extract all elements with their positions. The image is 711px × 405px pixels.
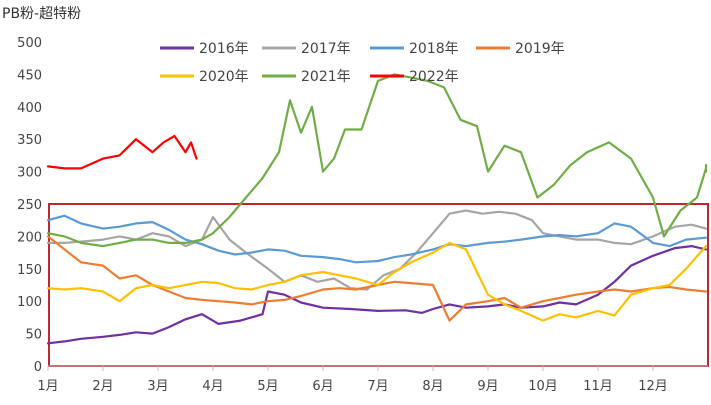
y-tick-label: 500 bbox=[17, 36, 42, 51]
legend-label: 2021年 bbox=[301, 69, 351, 85]
y-tick-label: 150 bbox=[17, 263, 42, 278]
legend-label: 2019年 bbox=[515, 41, 565, 57]
series-layer bbox=[46, 73, 708, 345]
x-tick-label: 6月 bbox=[312, 379, 333, 394]
x-tick-label: 3月 bbox=[147, 379, 168, 394]
x-tick-label: 5月 bbox=[257, 379, 278, 394]
x-tick-label: 10月 bbox=[528, 379, 558, 394]
series-line bbox=[46, 73, 708, 248]
axes-layer: 0 50 100 150 200 250 300 350 400 450 500 1月 2月 3月 4月 5月… bbox=[17, 36, 708, 394]
x-tick-label: 4月 bbox=[202, 379, 223, 394]
x-tick-label: 9月 bbox=[477, 379, 498, 394]
series-line bbox=[46, 209, 708, 291]
y-tick-label: 200 bbox=[17, 230, 42, 245]
series-line bbox=[46, 235, 708, 322]
series-line bbox=[46, 245, 708, 345]
y-tick-label: 50 bbox=[25, 328, 42, 343]
y-tick-label: 100 bbox=[17, 295, 42, 310]
legend-label: 2016年 bbox=[199, 41, 249, 57]
x-tick-label: 12月 bbox=[638, 379, 668, 394]
legend-layer: 2016年 2017年 2018年 2019年 2020年 2021年 2022年 bbox=[160, 41, 565, 85]
series-line bbox=[46, 214, 708, 264]
y-tick-label: 450 bbox=[17, 68, 42, 83]
legend-label: 2017年 bbox=[301, 41, 351, 57]
x-tick-label: 11月 bbox=[583, 379, 613, 394]
unit-label: PB粉-超特粉 bbox=[2, 6, 82, 22]
y-tick-label: 300 bbox=[17, 166, 42, 181]
x-tick-label: 1月 bbox=[37, 379, 58, 394]
y-tick-label: 400 bbox=[17, 101, 42, 116]
legend-label: 2020年 bbox=[199, 69, 249, 85]
series-line bbox=[46, 134, 198, 170]
legend-label: 2018年 bbox=[409, 41, 459, 57]
y-tick-label: 0 bbox=[34, 360, 42, 375]
y-tick-label: 350 bbox=[17, 133, 42, 148]
x-tick-label: 2月 bbox=[92, 379, 113, 394]
x-tick-label: 7月 bbox=[367, 379, 388, 394]
legend-label: 2022年 bbox=[409, 69, 459, 85]
x-tick-label: 8月 bbox=[422, 379, 443, 394]
y-tick-label: 250 bbox=[17, 198, 42, 213]
series-line bbox=[46, 241, 708, 322]
